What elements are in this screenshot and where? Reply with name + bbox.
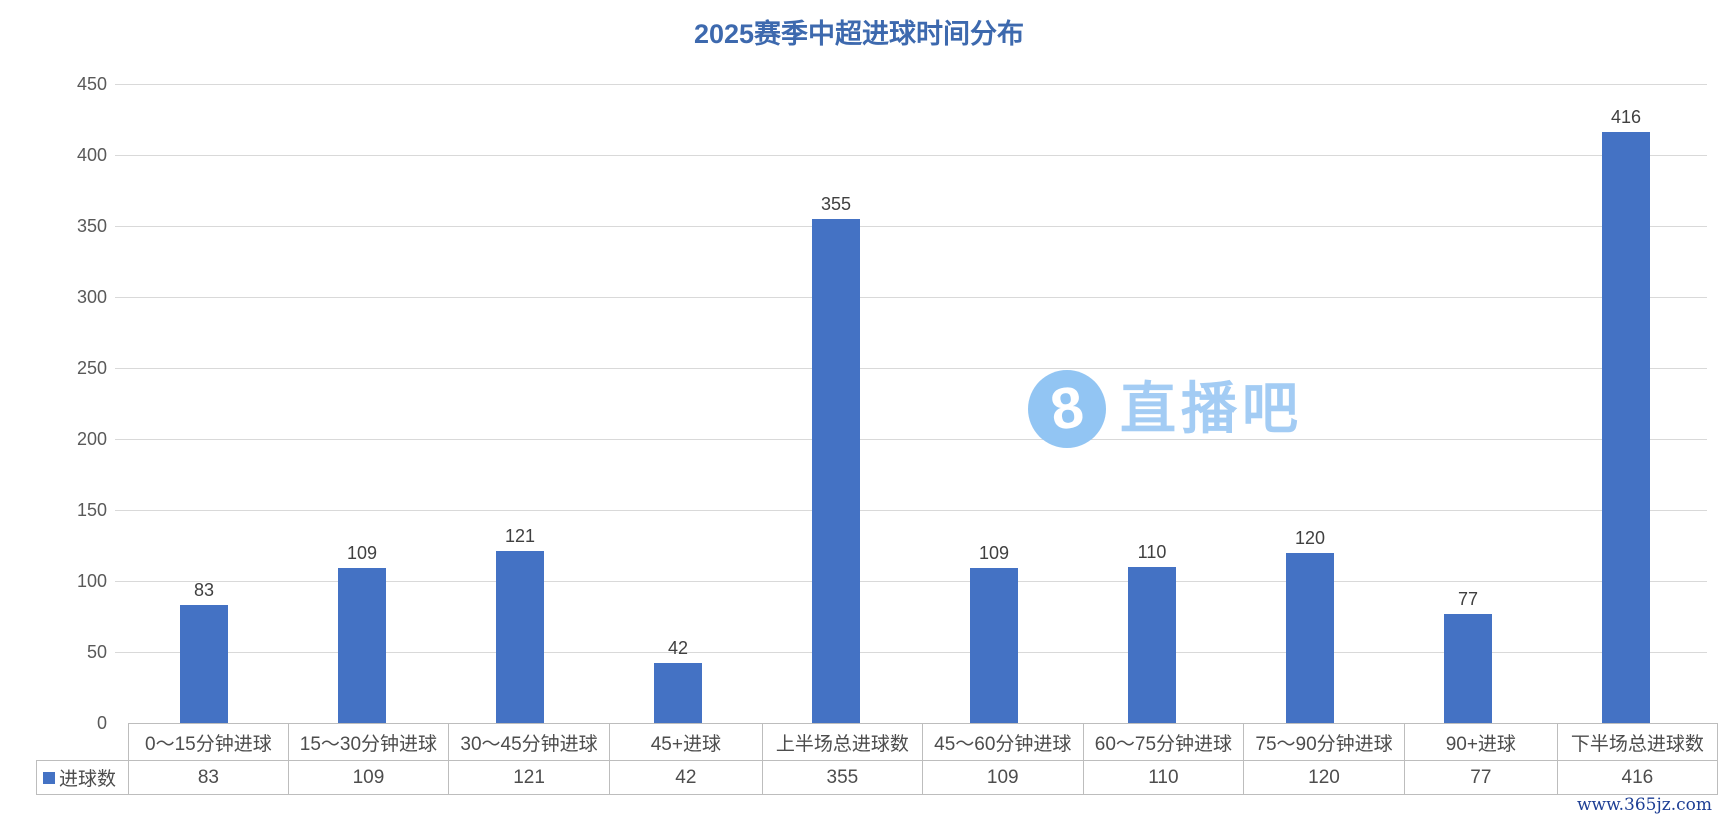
gridline-450	[115, 84, 1707, 85]
bar	[180, 605, 228, 723]
table-value-cell: 109	[921, 760, 1084, 795]
y-tick-label-250: 250	[76, 358, 107, 378]
bar-slot-9: 416	[1547, 84, 1705, 723]
table-value-cell: 42	[608, 760, 763, 795]
bar-slot-5: 109	[915, 84, 1073, 723]
table-category-cell: 0～15分钟进球	[128, 723, 289, 761]
bar	[1444, 613, 1492, 723]
bar	[812, 218, 860, 723]
y-tick-label-450: 450	[76, 74, 107, 94]
table-value-cell: 416	[1556, 760, 1718, 795]
footer-url: www.365jz.com	[1577, 795, 1712, 815]
table-corner-blank	[37, 724, 129, 761]
bar	[1602, 132, 1650, 723]
legend-swatch-icon	[43, 771, 55, 784]
y-tick-label-400: 400	[76, 145, 107, 165]
bar-data-label: 416	[1610, 107, 1642, 128]
gridline-100	[115, 581, 1707, 582]
gridline-250	[115, 368, 1707, 369]
bar-data-label: 109	[978, 543, 1010, 564]
y-tick-label-300: 300	[76, 287, 107, 307]
gridline-150	[115, 510, 1707, 511]
bar-data-label: 109	[346, 543, 378, 564]
gridline-350	[115, 226, 1707, 227]
table-category-cell: 90+进球	[1403, 723, 1558, 761]
y-tick-label-0: 0	[96, 713, 107, 733]
bar-slot-6: 110	[1073, 84, 1231, 723]
bar-slot-2: 121	[441, 84, 599, 723]
bar-slot-3: 42	[599, 84, 757, 723]
legend-cell: 进球数	[35, 760, 130, 795]
y-tick-label-150: 150	[76, 500, 107, 520]
y-tick-label-350: 350	[76, 216, 107, 236]
bar	[970, 568, 1018, 723]
bar-slot-7: 120	[1231, 84, 1389, 723]
bar	[654, 663, 702, 723]
table-category-row: 0～15分钟进球 15～30分钟进球 30～45分钟进球 45+进球 上半场总进球数 45…	[37, 723, 1718, 761]
table-category-cell: 上半场总进球数	[761, 723, 923, 761]
gridline-400	[115, 155, 1707, 156]
gridline-200	[115, 439, 1707, 440]
table-value-cell: 83	[128, 760, 289, 795]
bar-slot-1: 109	[283, 84, 441, 723]
y-tick-label-200: 200	[76, 429, 107, 449]
bar-data-label: 355	[820, 193, 852, 214]
bar	[1128, 566, 1176, 723]
table-value-row: 进球数 83 109 121 42 355 109 110 120 77 416	[35, 760, 1718, 795]
bar	[1286, 552, 1334, 723]
y-tick-label-50: 50	[86, 642, 107, 662]
table-value-cell: 77	[1403, 760, 1558, 795]
gridlines	[115, 84, 1707, 723]
table-value-cell: 120	[1243, 760, 1405, 795]
bar-slot-4: 355	[757, 84, 915, 723]
legend-series-name: 进球数	[59, 769, 117, 790]
table-value-cell: 110	[1082, 760, 1245, 795]
table-value-cell: 109	[287, 760, 450, 795]
data-table: 0～15分钟进球 15～30分钟进球 30～45分钟进球 45+进球 上半场总进球数 45…	[35, 723, 1718, 795]
bar-slot-8: 77	[1389, 84, 1547, 723]
chart-title: 2025赛季中超进球时间分布	[693, 19, 1025, 49]
bar-data-label: 83	[193, 580, 215, 601]
table-category-cell: 45～60分钟进球	[921, 723, 1084, 761]
y-axis-labels: 0 50 100 150 200 250 300 350 400 450	[30, 0, 107, 815]
table-category-cell: 15～30分钟进球	[287, 723, 450, 761]
table-category-cell: 45+进球	[608, 723, 763, 761]
bar-data-label: 121	[504, 526, 536, 547]
gridline-300	[115, 297, 1707, 298]
table-category-cell: 60～75分钟进球	[1082, 723, 1245, 761]
table-category-cell: 下半场总进球数	[1556, 723, 1718, 761]
bar	[338, 568, 386, 723]
plot-area: 83 109 121 42 355 109 110 120 77 416	[125, 84, 1705, 723]
bar-data-label: 120	[1294, 527, 1326, 548]
table-category-cell: 75～90分钟进球	[1243, 723, 1405, 761]
bar-data-label: 77	[1457, 588, 1479, 609]
table-value-cell: 121	[448, 760, 610, 795]
y-tick-label-100: 100	[76, 571, 107, 591]
bar	[496, 551, 544, 723]
bar-data-label: 42	[667, 638, 689, 659]
table-value-cell: 355	[761, 760, 923, 795]
gridline-50	[115, 652, 1707, 653]
bar-slot-0: 83	[125, 84, 283, 723]
table-category-cell: 30～45分钟进球	[448, 723, 610, 761]
bar-data-label: 110	[1137, 541, 1167, 562]
